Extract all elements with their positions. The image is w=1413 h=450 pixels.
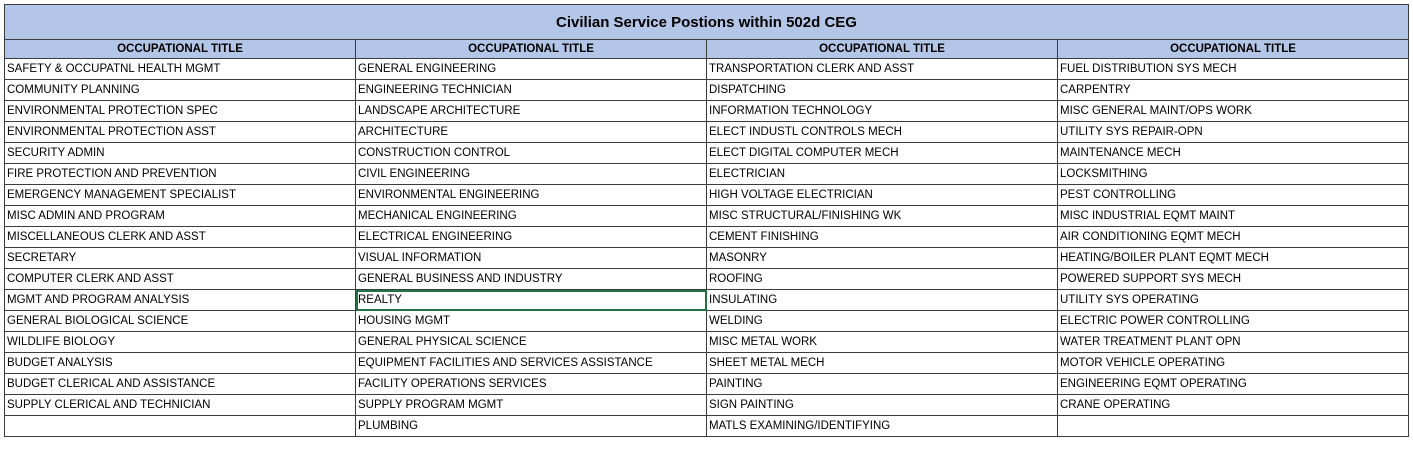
table-row: ENVIRONMENTAL PROTECTION SPEC LANDSCAPE A… — [4, 100, 1409, 122]
table-row: MISCELLANEOUS CLERK AND ASST ELECTRICAL E… — [4, 226, 1409, 248]
table-row: COMPUTER CLERK AND ASST GENERAL BUSINESS … — [4, 268, 1409, 290]
table-row: MGMT AND PROGRAM ANALYSIS REALTY INSULATIN… — [4, 289, 1409, 311]
table-cell[interactable]: CRANE OPERATING — [1057, 394, 1409, 416]
table-row: SAFETY & OCCUPATNL HEALTH MGMT GENERAL EN… — [4, 58, 1409, 80]
table-row: BUDGET CLERICAL AND ASSISTANCE FACILITY O… — [4, 373, 1409, 395]
table-cell[interactable]: ELECT INDUSTL CONTROLS MECH — [706, 121, 1058, 143]
table-cell[interactable] — [1057, 415, 1409, 437]
table-cell[interactable]: CARPENTRY — [1057, 79, 1409, 101]
table-cell[interactable]: MECHANICAL ENGINEERING — [355, 205, 707, 227]
table-cell[interactable]: DISPATCHING — [706, 79, 1058, 101]
table-cell[interactable]: UTILITY SYS OPERATING — [1057, 289, 1409, 311]
table-cell[interactable]: COMMUNITY PLANNING — [4, 79, 356, 101]
table-cell[interactable]: MISC METAL WORK — [706, 331, 1058, 353]
header-row: OCCUPATIONAL TITLE OCCUPATIONAL TITLE OC… — [4, 39, 1409, 59]
table-cell[interactable]: CIVIL ENGINEERING — [355, 163, 707, 185]
spreadsheet-sheet: Civilian Service Postions within 502d CE… — [4, 4, 1409, 437]
table-cell[interactable]: MATLS EXAMINING/IDENTIFYING — [706, 415, 1058, 437]
table-cell[interactable]: BUDGET CLERICAL AND ASSISTANCE — [4, 373, 356, 395]
table-cell[interactable]: ENGINEERING TECHNICIAN — [355, 79, 707, 101]
table-cell[interactable]: MISC ADMIN AND PROGRAM — [4, 205, 356, 227]
table-cell[interactable]: FIRE PROTECTION AND PREVENTION — [4, 163, 356, 185]
table-cell[interactable]: ELECT DIGITAL COMPUTER MECH — [706, 142, 1058, 164]
table-cell[interactable]: MISC INDUSTRIAL EQMT MAINT — [1057, 205, 1409, 227]
table-cell[interactable]: EQUIPMENT FACILITIES AND SERVICES ASSIST… — [355, 352, 707, 374]
table-cell[interactable]: INFORMATION TECHNOLOGY — [706, 100, 1058, 122]
table-cell[interactable]: SUPPLY CLERICAL AND TECHNICIAN — [4, 394, 356, 416]
table-cell[interactable]: ELECTRICIAN — [706, 163, 1058, 185]
table-row: EMERGENCY MANAGEMENT SPECIALIST ENVIRONME… — [4, 184, 1409, 206]
table-cell[interactable]: INSULATING — [706, 289, 1058, 311]
table-cell[interactable]: GENERAL BUSINESS AND INDUSTRY — [355, 268, 707, 290]
table-row: SECURITY ADMIN CONSTRUCTION CONTROL ELECT … — [4, 142, 1409, 164]
table-cell[interactable]: MOTOR VEHICLE OPERATING — [1057, 352, 1409, 374]
table-row: SUPPLY CLERICAL AND TECHNICIAN SUPPLY PRO… — [4, 394, 1409, 416]
table-cell[interactable]: MGMT AND PROGRAM ANALYSIS — [4, 289, 356, 311]
table-cell[interactable]: HOUSING MGMT — [355, 310, 707, 332]
table-cell[interactable]: ELECTRICAL ENGINEERING — [355, 226, 707, 248]
table-cell[interactable]: UTILITY SYS REPAIR-OPN — [1057, 121, 1409, 143]
table-row: WILDLIFE BIOLOGY GENERAL PHYSICAL SCIENCE… — [4, 331, 1409, 353]
table-cell[interactable]: CEMENT FINISHING — [706, 226, 1058, 248]
table-cell[interactable]: TRANSPORTATION CLERK AND ASST — [706, 58, 1058, 80]
table-cell[interactable]: MAINTENANCE MECH — [1057, 142, 1409, 164]
table-cell[interactable]: ENGINEERING EQMT OPERATING — [1057, 373, 1409, 395]
table-cell[interactable]: SUPPLY PROGRAM MGMT — [355, 394, 707, 416]
table-cell[interactable]: ENVIRONMENTAL ENGINEERING — [355, 184, 707, 206]
table-cell[interactable]: GENERAL ENGINEERING — [355, 58, 707, 80]
table-cell[interactable]: GENERAL PHYSICAL SCIENCE — [355, 331, 707, 353]
column-header-4[interactable]: OCCUPATIONAL TITLE — [1057, 39, 1409, 59]
table-cell[interactable]: VISUAL INFORMATION — [355, 247, 707, 269]
table-row: MISC ADMIN AND PROGRAM MECHANICAL ENGINEE… — [4, 205, 1409, 227]
table-cell[interactable]: ARCHITECTURE — [355, 121, 707, 143]
table-row: GENERAL BIOLOGICAL SCIENCE HOUSING MGMT WE… — [4, 310, 1409, 332]
table-cell[interactable]: MISCELLANEOUS CLERK AND ASST — [4, 226, 356, 248]
table-cell[interactable]: EMERGENCY MANAGEMENT SPECIALIST — [4, 184, 356, 206]
table-cell[interactable]: MASONRY — [706, 247, 1058, 269]
table-cell[interactable]: AIR CONDITIONING EQMT MECH — [1057, 226, 1409, 248]
table-cell[interactable]: HIGH VOLTAGE ELECTRICIAN — [706, 184, 1058, 206]
column-header-3[interactable]: OCCUPATIONAL TITLE — [706, 39, 1058, 59]
table-cell[interactable]: MISC STRUCTURAL/FINISHING WK — [706, 205, 1058, 227]
table-row: PLUMBING MATLS EXAMINING/IDENTIFYING — [4, 415, 1409, 437]
table-row: FIRE PROTECTION AND PREVENTION CIVIL ENGI… — [4, 163, 1409, 185]
table-row: ENVIRONMENTAL PROTECTION ASST ARCHITECTUR… — [4, 121, 1409, 143]
table-cell[interactable]: GENERAL BIOLOGICAL SCIENCE — [4, 310, 356, 332]
table-cell[interactable]: PEST CONTROLLING — [1057, 184, 1409, 206]
table-cell[interactable]: COMPUTER CLERK AND ASST — [4, 268, 356, 290]
table-cell[interactable]: ENVIRONMENTAL PROTECTION ASST — [4, 121, 356, 143]
table-cell-selected[interactable]: REALTY — [355, 289, 707, 311]
table-cell[interactable]: WATER TREATMENT PLANT OPN — [1057, 331, 1409, 353]
table-cell[interactable]: SECURITY ADMIN — [4, 142, 356, 164]
table-cell[interactable]: SECRETARY — [4, 247, 356, 269]
table-cell[interactable]: SAFETY & OCCUPATNL HEALTH MGMT — [4, 58, 356, 80]
table-body: SAFETY & OCCUPATNL HEALTH MGMT GENERAL EN… — [4, 58, 1409, 437]
table-cell[interactable]: PAINTING — [706, 373, 1058, 395]
column-header-1[interactable]: OCCUPATIONAL TITLE — [4, 39, 356, 59]
table-cell[interactable]: LANDSCAPE ARCHITECTURE — [355, 100, 707, 122]
table-cell[interactable]: BUDGET ANALYSIS — [4, 352, 356, 374]
column-header-2[interactable]: OCCUPATIONAL TITLE — [355, 39, 707, 59]
table-cell[interactable]: FUEL DISTRIBUTION SYS MECH — [1057, 58, 1409, 80]
table-cell[interactable]: SHEET METAL MECH — [706, 352, 1058, 374]
table-cell[interactable]: FACILITY OPERATIONS SERVICES — [355, 373, 707, 395]
table-cell[interactable]: WELDING — [706, 310, 1058, 332]
table-cell[interactable]: ROOFING — [706, 268, 1058, 290]
table-row: BUDGET ANALYSIS EQUIPMENT FACILITIES AND … — [4, 352, 1409, 374]
table-cell[interactable]: HEATING/BOILER PLANT EQMT MECH — [1057, 247, 1409, 269]
table-title[interactable]: Civilian Service Postions within 502d CE… — [4, 4, 1409, 40]
table-cell[interactable]: PLUMBING — [355, 415, 707, 437]
table-cell[interactable] — [4, 415, 356, 437]
table-row: SECRETARY VISUAL INFORMATION MASONRY HEATIN… — [4, 247, 1409, 269]
table-cell[interactable]: CONSTRUCTION CONTROL — [355, 142, 707, 164]
table-cell[interactable]: LOCKSMITHING — [1057, 163, 1409, 185]
table-cell[interactable]: POWERED SUPPORT SYS MECH — [1057, 268, 1409, 290]
table-cell[interactable]: WILDLIFE BIOLOGY — [4, 331, 356, 353]
table-cell[interactable]: ELECTRIC POWER CONTROLLING — [1057, 310, 1409, 332]
positions-table: Civilian Service Postions within 502d CE… — [4, 4, 1409, 437]
table-cell[interactable]: MISC GENERAL MAINT/OPS WORK — [1057, 100, 1409, 122]
table-row: COMMUNITY PLANNING ENGINEERING TECHNICIAN… — [4, 79, 1409, 101]
table-cell[interactable]: SIGN PAINTING — [706, 394, 1058, 416]
table-cell[interactable]: ENVIRONMENTAL PROTECTION SPEC — [4, 100, 356, 122]
